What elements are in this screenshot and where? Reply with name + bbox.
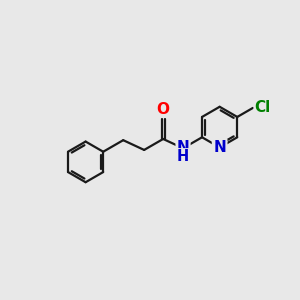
Text: H: H [177, 149, 189, 164]
Text: O: O [157, 102, 170, 117]
Text: N: N [177, 140, 189, 154]
Text: Cl: Cl [255, 100, 271, 116]
Text: N: N [213, 140, 226, 155]
